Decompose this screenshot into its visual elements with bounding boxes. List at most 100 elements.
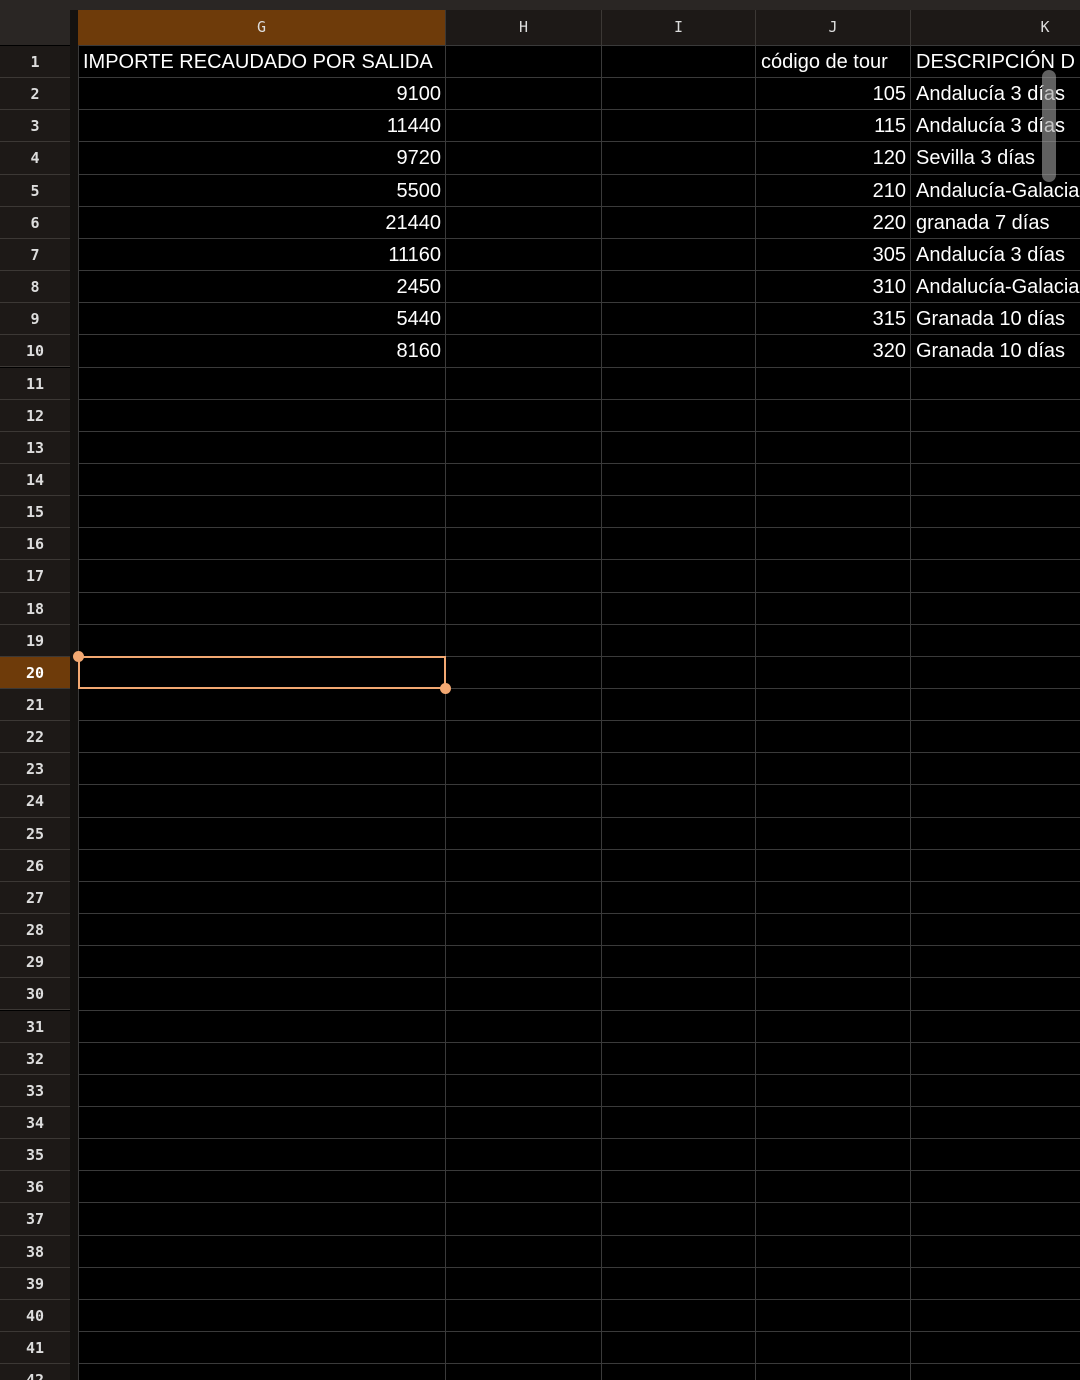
row-header[interactable]: 18 bbox=[0, 592, 70, 625]
cell[interactable]: 105 bbox=[872, 83, 906, 106]
selected-cell[interactable] bbox=[78, 655, 446, 689]
column-header[interactable]: G bbox=[78, 10, 446, 45]
cell[interactable]: 5440 bbox=[396, 308, 442, 331]
cell[interactable]: Granada 10 días bbox=[916, 308, 1065, 331]
cell[interactable]: 2450 bbox=[396, 276, 442, 299]
row-header[interactable]: 37 bbox=[0, 1203, 70, 1236]
column-header[interactable]: J bbox=[756, 10, 911, 45]
row-header[interactable]: 34 bbox=[0, 1106, 70, 1140]
cell[interactable]: 11160 bbox=[388, 243, 441, 266]
row-header[interactable]: 12 bbox=[0, 399, 70, 432]
row-header[interactable]: 22 bbox=[0, 721, 70, 754]
cell[interactable]: granada 7 días bbox=[916, 211, 1050, 234]
row-header[interactable]: 1 bbox=[0, 46, 70, 79]
grid-line bbox=[78, 77, 1080, 79]
row-header[interactable]: 7 bbox=[0, 238, 70, 272]
grid-line bbox=[78, 45, 79, 1380]
grid-line bbox=[78, 880, 1080, 882]
row-header[interactable]: 31 bbox=[0, 1010, 70, 1043]
cell[interactable]: 11440 bbox=[386, 115, 441, 138]
column-header[interactable]: I bbox=[602, 10, 756, 45]
cell[interactable]: DESCRIPCIÓN D bbox=[916, 51, 1075, 73]
cell[interactable]: 315 bbox=[872, 308, 906, 331]
grid-line bbox=[78, 655, 1080, 657]
row-header[interactable]: 30 bbox=[0, 978, 70, 1011]
row-header[interactable]: 2 bbox=[0, 78, 70, 111]
grid-line bbox=[78, 977, 1080, 979]
cell[interactable]: Andalucía-Galacia bbox=[916, 276, 1080, 299]
row-header[interactable]: 6 bbox=[0, 206, 70, 239]
cell[interactable]: IMPORTE RECAUDADO POR SALIDA bbox=[83, 51, 433, 73]
row-header[interactable]: 35 bbox=[0, 1139, 70, 1172]
cell[interactable]: 120 bbox=[872, 147, 906, 170]
column-header[interactable]: K bbox=[911, 10, 1080, 45]
grid-line bbox=[78, 173, 1080, 175]
cell[interactable]: 320 bbox=[872, 340, 906, 363]
cell[interactable]: Andalucía-Galacia bbox=[916, 179, 1080, 202]
cell[interactable]: Andalucía 3 días bbox=[916, 83, 1065, 106]
row-header[interactable]: 27 bbox=[0, 881, 70, 915]
grid-line bbox=[78, 688, 1080, 689]
cell[interactable]: Granada 10 días bbox=[916, 340, 1065, 363]
grid-line bbox=[78, 45, 1080, 46]
row-header[interactable]: 11 bbox=[0, 367, 70, 400]
cell[interactable]: 310 bbox=[872, 276, 906, 299]
row-header[interactable]: 9 bbox=[0, 303, 70, 336]
row-header[interactable]: 14 bbox=[0, 463, 70, 497]
cell[interactable]: código de tour bbox=[761, 51, 888, 73]
row-header[interactable]: 33 bbox=[0, 1074, 70, 1107]
grid-line bbox=[78, 270, 1080, 272]
row-header[interactable]: 4 bbox=[0, 142, 70, 175]
cell[interactable]: 5500 bbox=[396, 179, 442, 202]
row-header[interactable]: 29 bbox=[0, 946, 70, 979]
row-header[interactable]: 41 bbox=[0, 1332, 70, 1365]
grid-line bbox=[78, 398, 1080, 400]
scrollbar[interactable] bbox=[1042, 70, 1056, 182]
cell[interactable]: 9720 bbox=[396, 147, 442, 170]
toolbar-strip bbox=[0, 0, 1080, 10]
grid-line bbox=[445, 45, 446, 1380]
row-header[interactable]: 13 bbox=[0, 431, 70, 464]
grid-line bbox=[78, 430, 1080, 432]
select-all[interactable] bbox=[0, 10, 70, 45]
grid-line bbox=[78, 462, 1080, 464]
cell[interactable]: 305 bbox=[872, 243, 906, 266]
row-header[interactable]: 16 bbox=[0, 528, 70, 561]
row-header[interactable]: 21 bbox=[0, 689, 70, 722]
cell[interactable]: Andalucía 3 días bbox=[916, 243, 1065, 266]
row-header[interactable]: 24 bbox=[0, 785, 70, 818]
grid-line bbox=[78, 1009, 1080, 1011]
row-header[interactable]: 17 bbox=[0, 560, 70, 593]
cell[interactable]: Sevilla 3 días bbox=[916, 147, 1035, 170]
row-header[interactable]: 39 bbox=[0, 1267, 70, 1300]
row-header[interactable]: 15 bbox=[0, 496, 70, 529]
cell[interactable]: 220 bbox=[872, 211, 906, 234]
row-header[interactable]: 25 bbox=[0, 817, 70, 850]
row-header[interactable]: 8 bbox=[0, 271, 70, 304]
row-header[interactable]: 28 bbox=[0, 914, 70, 947]
row-header[interactable]: 42 bbox=[0, 1364, 70, 1380]
selection-handle[interactable] bbox=[73, 650, 84, 662]
cell[interactable]: 21440 bbox=[385, 211, 441, 234]
cell[interactable]: 8160 bbox=[396, 340, 442, 363]
row-header[interactable]: 26 bbox=[0, 849, 70, 882]
row-header[interactable]: 36 bbox=[0, 1171, 70, 1204]
grid-line bbox=[910, 45, 911, 1380]
row-header[interactable]: 38 bbox=[0, 1235, 70, 1268]
row-header[interactable]: 5 bbox=[0, 174, 70, 207]
cell[interactable]: Andalucía 3 días bbox=[916, 115, 1065, 138]
row-header[interactable]: 10 bbox=[0, 335, 70, 368]
row-header[interactable]: 3 bbox=[0, 110, 70, 143]
cell[interactable]: 115 bbox=[874, 115, 906, 138]
cell[interactable]: 9100 bbox=[396, 83, 442, 106]
cell[interactable]: 210 bbox=[872, 179, 906, 202]
row-header[interactable]: 20 bbox=[0, 656, 70, 689]
row-header[interactable]: 32 bbox=[0, 1042, 70, 1075]
row-header[interactable]: 23 bbox=[0, 753, 70, 786]
selection-handle[interactable] bbox=[440, 683, 451, 694]
row-header[interactable]: 40 bbox=[0, 1299, 70, 1332]
row-header[interactable]: 19 bbox=[0, 624, 70, 657]
grid-line bbox=[78, 1073, 1080, 1075]
column-header[interactable]: H bbox=[446, 10, 602, 45]
